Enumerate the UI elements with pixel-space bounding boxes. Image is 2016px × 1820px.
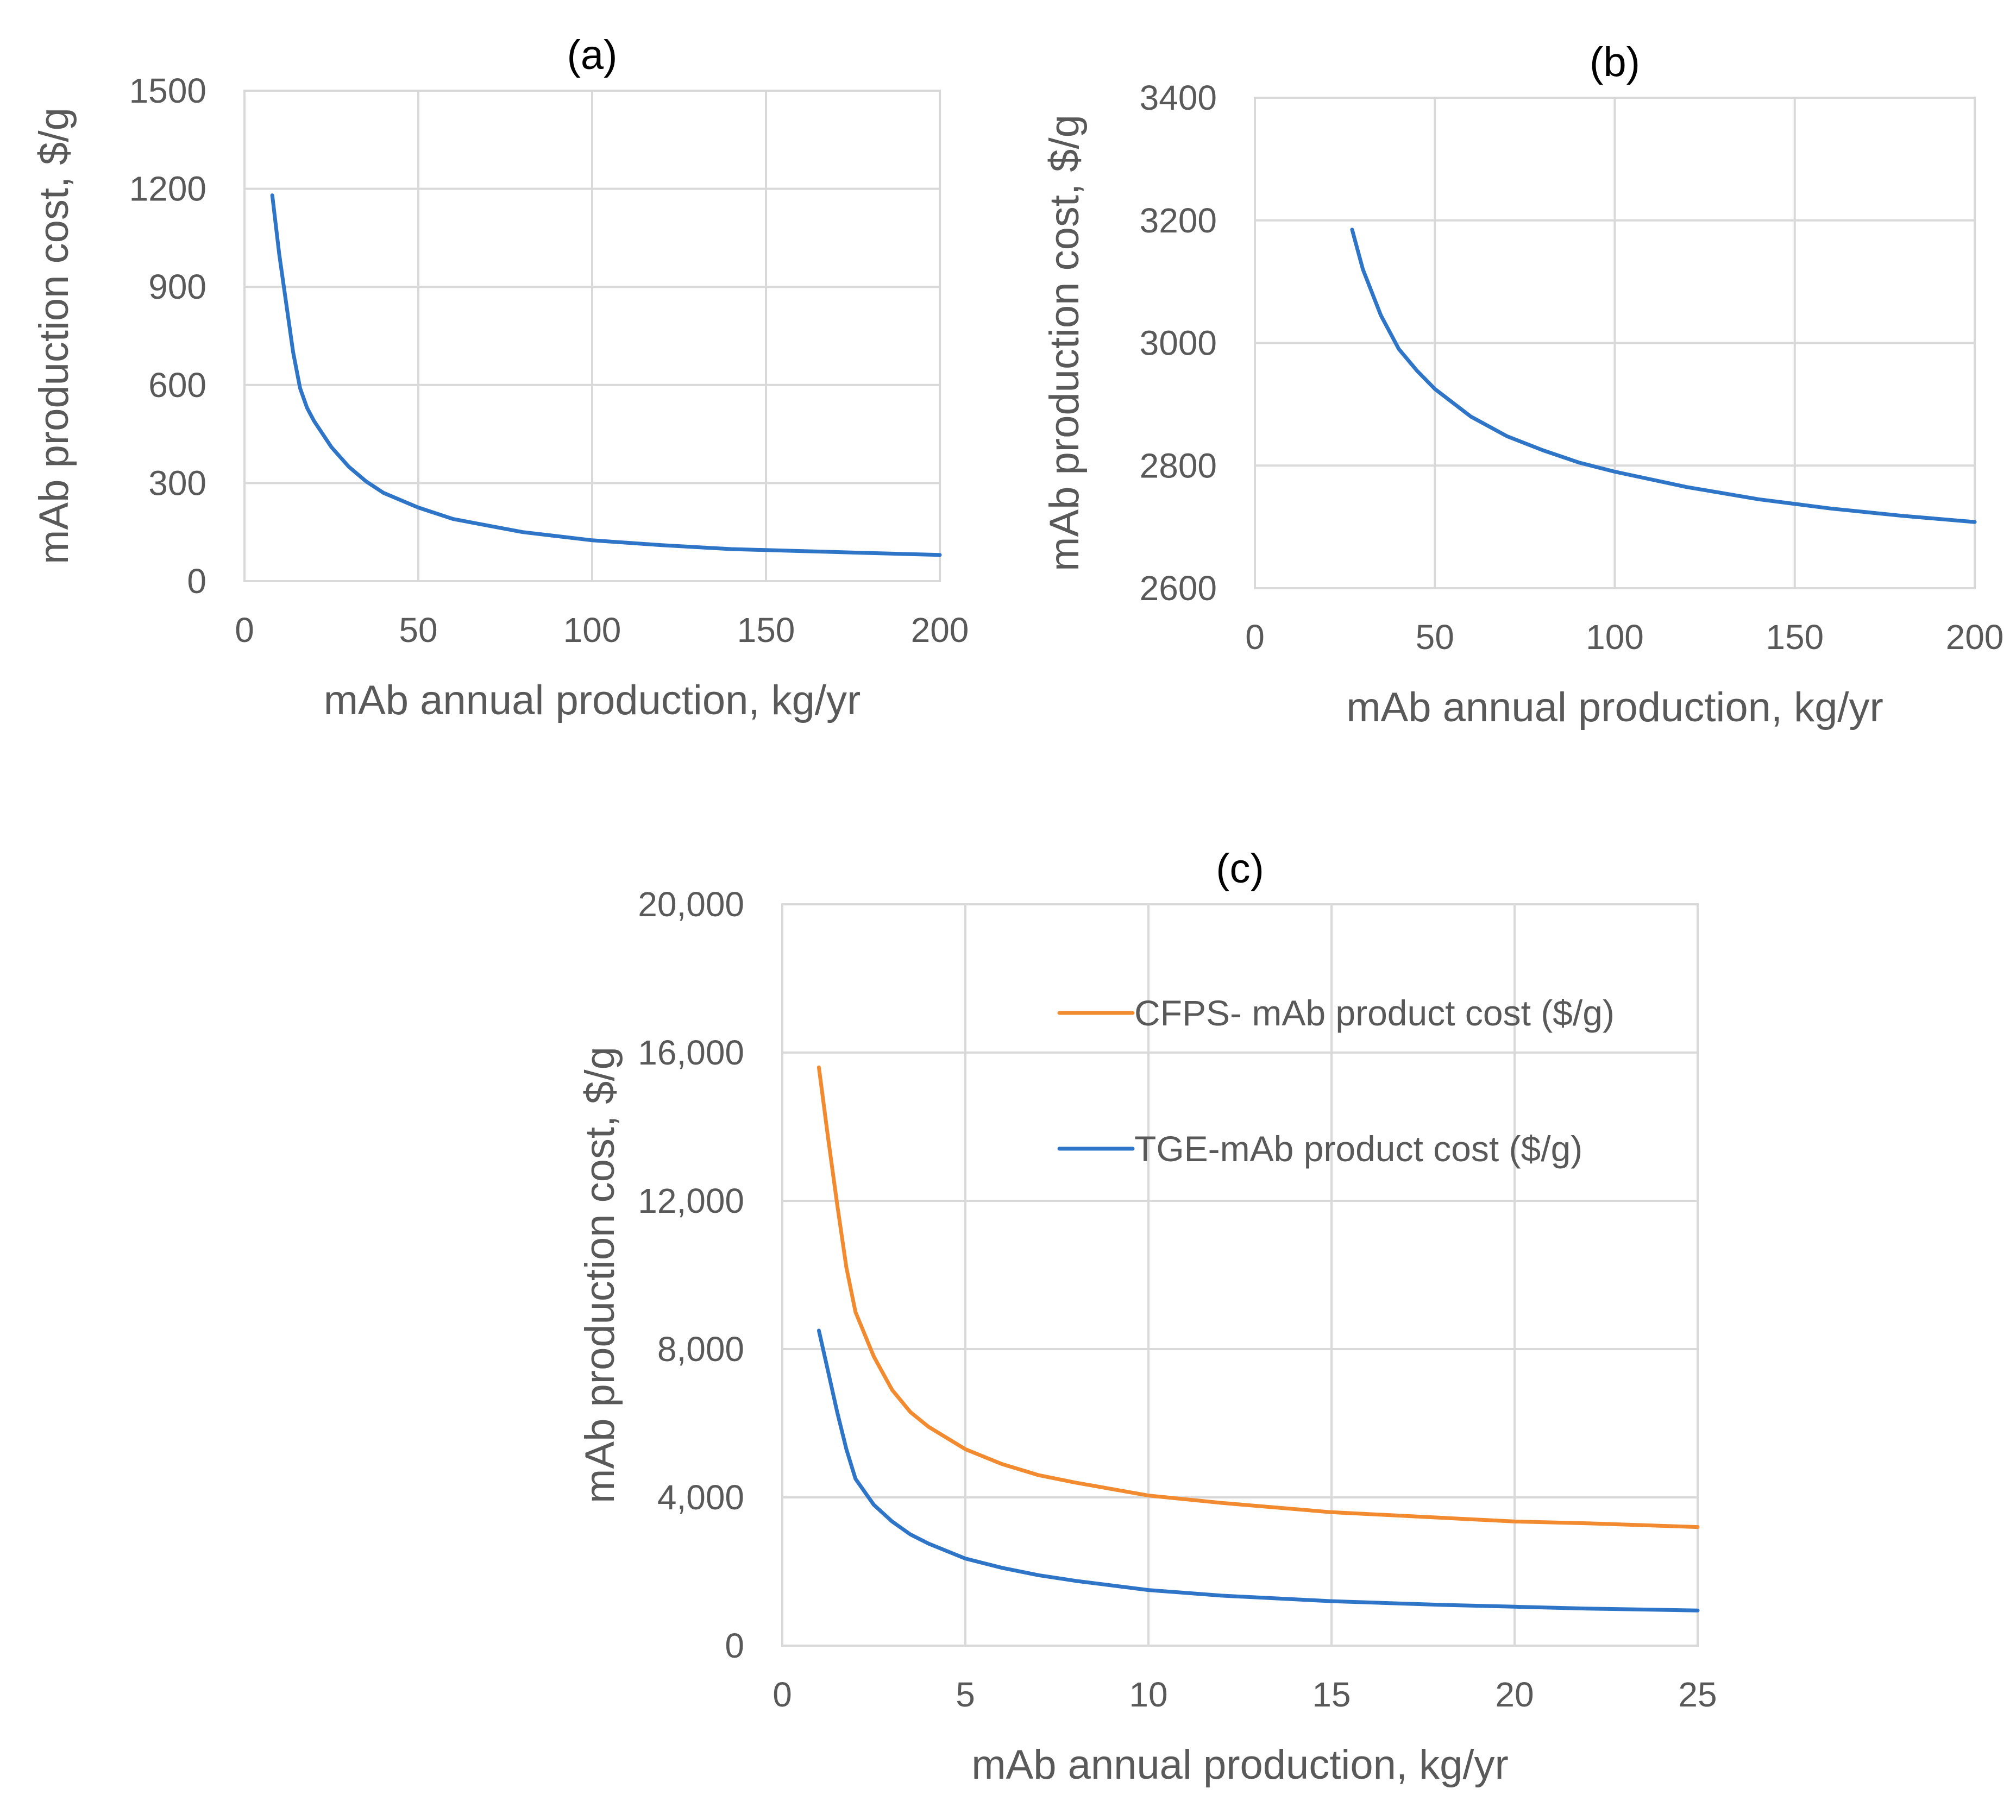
y-tick-label-a-300: 300 [148,463,206,502]
chart-panel-c: 0 5 10 15 20 25 0 4,000 8,000 12,000 16,… [577,846,1717,1788]
x-axis-title-b: mAb annual production, kg/yr [1346,684,1883,730]
legend-label-tge: TGE-mAb product cost ($/g) [1134,1129,1582,1169]
x-tick-label-c-25: 25 [1678,1675,1717,1714]
y-axis-title-a: mAb production cost, $/g [31,108,77,564]
legend-label-cfps: CFPS- mAb product cost ($/g) [1134,993,1615,1033]
y-tick-label-a-1500: 1500 [129,71,206,110]
chart-panel-b: 0 50 100 150 200 2600 2800 3000 3200 340… [1041,39,2004,730]
x-tick-label-b-150: 150 [1766,618,1824,657]
y-axis-title-c: mAb production cost, $/g [577,1047,623,1503]
x-axis-title-c: mAb annual production, kg/yr [971,1742,1509,1788]
legend-c: CFPS- mAb product cost ($/g) TGE-mAb pro… [1057,993,1615,1169]
x-tick-label-b-50: 50 [1416,618,1454,657]
y-tick-label-b-2800: 2800 [1140,446,1217,485]
panel-title-c: (c) [1216,846,1264,892]
x-tick-label-c-10: 10 [1129,1675,1167,1714]
series-line-c-cfps [817,1065,1700,1529]
chart-panel-a: 0 50 100 150 200 0 300 600 900 1200 1500… [31,32,969,723]
x-tick-label-a-50: 50 [399,610,437,650]
x-tick-label-a-0: 0 [235,610,254,650]
y-tick-label-c-20000: 20,000 [638,885,744,924]
x-tick-label-b-200: 200 [1946,618,2004,657]
gridlines-a [243,90,941,582]
y-tick-label-c-12000: 12,000 [638,1181,744,1220]
panel-title-b: (b) [1590,39,1640,85]
y-axis-title-b: mAb production cost, $/g [1041,115,1088,571]
plot-area-c [781,903,1699,1647]
panel-title-a: (a) [567,32,618,78]
series-line-a-cost [270,193,942,557]
x-tick-label-c-0: 0 [773,1675,792,1714]
y-tick-label-c-16000: 16,000 [638,1033,744,1072]
x-tick-label-b-100: 100 [1586,618,1644,657]
plot-area-a [243,90,941,582]
x-tick-label-c-5: 5 [956,1675,975,1714]
y-tick-label-b-3200: 3200 [1140,201,1217,240]
y-tick-label-a-1200: 1200 [129,169,206,209]
y-tick-label-b-3400: 3400 [1140,78,1217,117]
y-tick-label-a-900: 900 [148,267,206,306]
y-tick-label-c-0: 0 [725,1626,744,1665]
x-tick-label-b-0: 0 [1245,618,1265,657]
x-tick-label-c-15: 15 [1312,1675,1351,1714]
x-tick-label-a-200: 200 [911,610,969,650]
plot-area-b [1254,97,1976,589]
x-axis-title-a: mAb annual production, kg/yr [324,677,861,723]
x-tick-label-c-20: 20 [1495,1675,1534,1714]
y-tick-label-b-3000: 3000 [1140,324,1217,363]
y-tick-label-a-0: 0 [187,562,206,601]
series-line-c-tge [817,1328,1700,1613]
y-tick-label-b-2600: 2600 [1140,569,1217,608]
y-tick-label-c-8000: 8,000 [657,1330,744,1369]
y-tick-label-a-600: 600 [148,366,206,405]
gridlines-b [1254,97,1976,589]
x-tick-label-a-150: 150 [737,610,795,650]
x-tick-label-a-100: 100 [563,610,621,650]
series-line-b-cost [1350,228,1977,524]
y-tick-label-c-4000: 4,000 [657,1478,744,1517]
